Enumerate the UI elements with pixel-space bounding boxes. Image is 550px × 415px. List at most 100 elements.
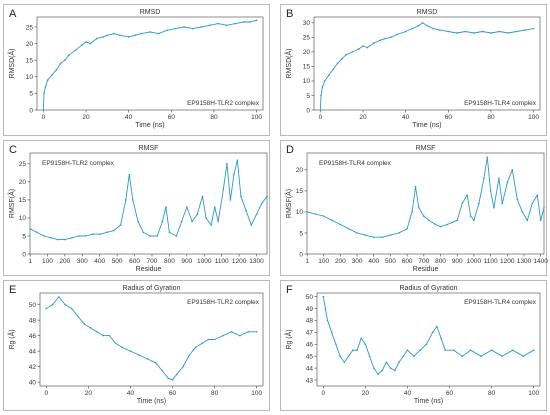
data-point — [91, 233, 94, 235]
data-point — [255, 213, 258, 216]
data-point — [356, 232, 358, 234]
y-axis-label: RMSD(Å) — [7, 49, 16, 79]
x-axis-label: Residue — [136, 266, 162, 273]
data-point — [149, 235, 152, 237]
data-point — [501, 355, 503, 357]
panel-letter: D — [286, 144, 294, 156]
data-point — [45, 307, 48, 310]
data-point — [200, 26, 202, 28]
x-tick-label: 60 — [445, 114, 453, 121]
data-point — [411, 27, 413, 30]
x-tick-label: 1300 — [249, 258, 264, 265]
data-point — [339, 223, 342, 226]
panel-letter: C — [9, 144, 17, 156]
data-point — [521, 211, 524, 213]
data-point — [188, 354, 191, 356]
data-point — [501, 202, 504, 205]
data-point — [372, 42, 375, 44]
data-point — [166, 29, 168, 32]
panel-E: E Radius of Gyration 40 42 44 46 48 50 0 20 40 60 80… — [3, 280, 270, 411]
data-point — [58, 296, 60, 298]
chart-svg-E: E Radius of Gyration 40 42 44 46 48 50 0 20 40 60 80… — [7, 284, 264, 405]
data-point — [250, 224, 253, 226]
data-point — [340, 58, 343, 60]
x-tick-label: 100 — [251, 114, 262, 121]
y-tick-label: 48 — [306, 318, 314, 325]
data-point — [543, 206, 545, 209]
data-point — [469, 349, 472, 352]
data-point — [446, 223, 448, 226]
data-point — [511, 349, 514, 352]
panel-letter: F — [286, 284, 293, 296]
y-tick-label: 46 — [29, 333, 37, 340]
x-tick-label: 100 — [42, 258, 53, 265]
data-point — [339, 355, 341, 357]
panel-A: A RMSD 0 5 10 15 20 25 0 20 40 60 80 100 Time (ns) RMSD… — [3, 4, 270, 136]
y-tick-label: 46 — [306, 342, 314, 349]
x-tick-label: 500 — [385, 258, 396, 265]
complex-annotation: EP9158H-TLR4 complex — [464, 100, 537, 107]
data-point — [140, 32, 143, 35]
y-tick-label: 5 — [306, 93, 310, 100]
data-point — [394, 369, 396, 372]
x-tick-label: 1000 — [467, 258, 482, 265]
y-tick-label: 44 — [306, 365, 314, 372]
x-tick-label: 1200 — [232, 258, 247, 265]
data-point — [366, 46, 369, 49]
data-point — [436, 325, 438, 328]
complex-annotation: EP9158H-TLR4 complex — [319, 160, 392, 167]
x-tick-label: 500 — [112, 258, 123, 265]
x-tick-label: 800 — [435, 258, 446, 265]
data-point — [239, 334, 241, 337]
x-tick-label: 100 — [528, 114, 539, 121]
data-point — [217, 22, 220, 25]
plot-frame — [29, 152, 268, 255]
data-point — [146, 358, 149, 360]
data-point — [522, 355, 524, 357]
data-point — [507, 32, 509, 34]
data-point — [489, 190, 492, 192]
data-point — [129, 350, 132, 352]
data-point — [63, 59, 66, 61]
data-point — [105, 231, 108, 234]
data-point — [249, 21, 252, 23]
data-point — [36, 231, 38, 234]
data-point — [156, 235, 159, 237]
data-point — [114, 342, 117, 345]
y-tick-label: 0 — [306, 107, 310, 114]
data-point — [515, 30, 518, 33]
data-point — [306, 211, 308, 213]
data-point — [536, 194, 539, 196]
data-point — [444, 349, 447, 352]
data-point — [134, 34, 136, 37]
data-point — [481, 30, 484, 33]
data-point — [330, 331, 333, 334]
panel-D: D RMSF 0 5 10 15 20 1 100 200 300 400 500 600 700 800 90… — [280, 140, 548, 276]
x-axis-label: Time (ns) — [414, 398, 443, 405]
data-point — [112, 32, 115, 35]
data-point — [526, 219, 529, 222]
data-point — [225, 24, 228, 27]
data-point — [165, 206, 167, 208]
data-point — [161, 220, 164, 223]
data-point — [414, 185, 417, 188]
y-axis-label: RMSD(Å) — [284, 49, 293, 79]
x-axis-label: Residue — [413, 266, 439, 273]
data-point — [121, 346, 123, 349]
data-point — [154, 361, 157, 364]
data-point — [194, 346, 197, 349]
data-point — [347, 355, 350, 357]
data-point — [438, 29, 441, 31]
data-point — [431, 331, 434, 334]
data-point — [64, 303, 67, 306]
data-point — [236, 159, 239, 162]
data-point — [381, 236, 383, 238]
data-point — [456, 32, 458, 34]
data-point — [480, 355, 482, 357]
y-tick-label: 0 — [29, 107, 33, 114]
data-point — [396, 33, 398, 36]
data-point — [89, 42, 92, 45]
data-point — [106, 34, 109, 37]
panel-letter: B — [286, 8, 293, 20]
